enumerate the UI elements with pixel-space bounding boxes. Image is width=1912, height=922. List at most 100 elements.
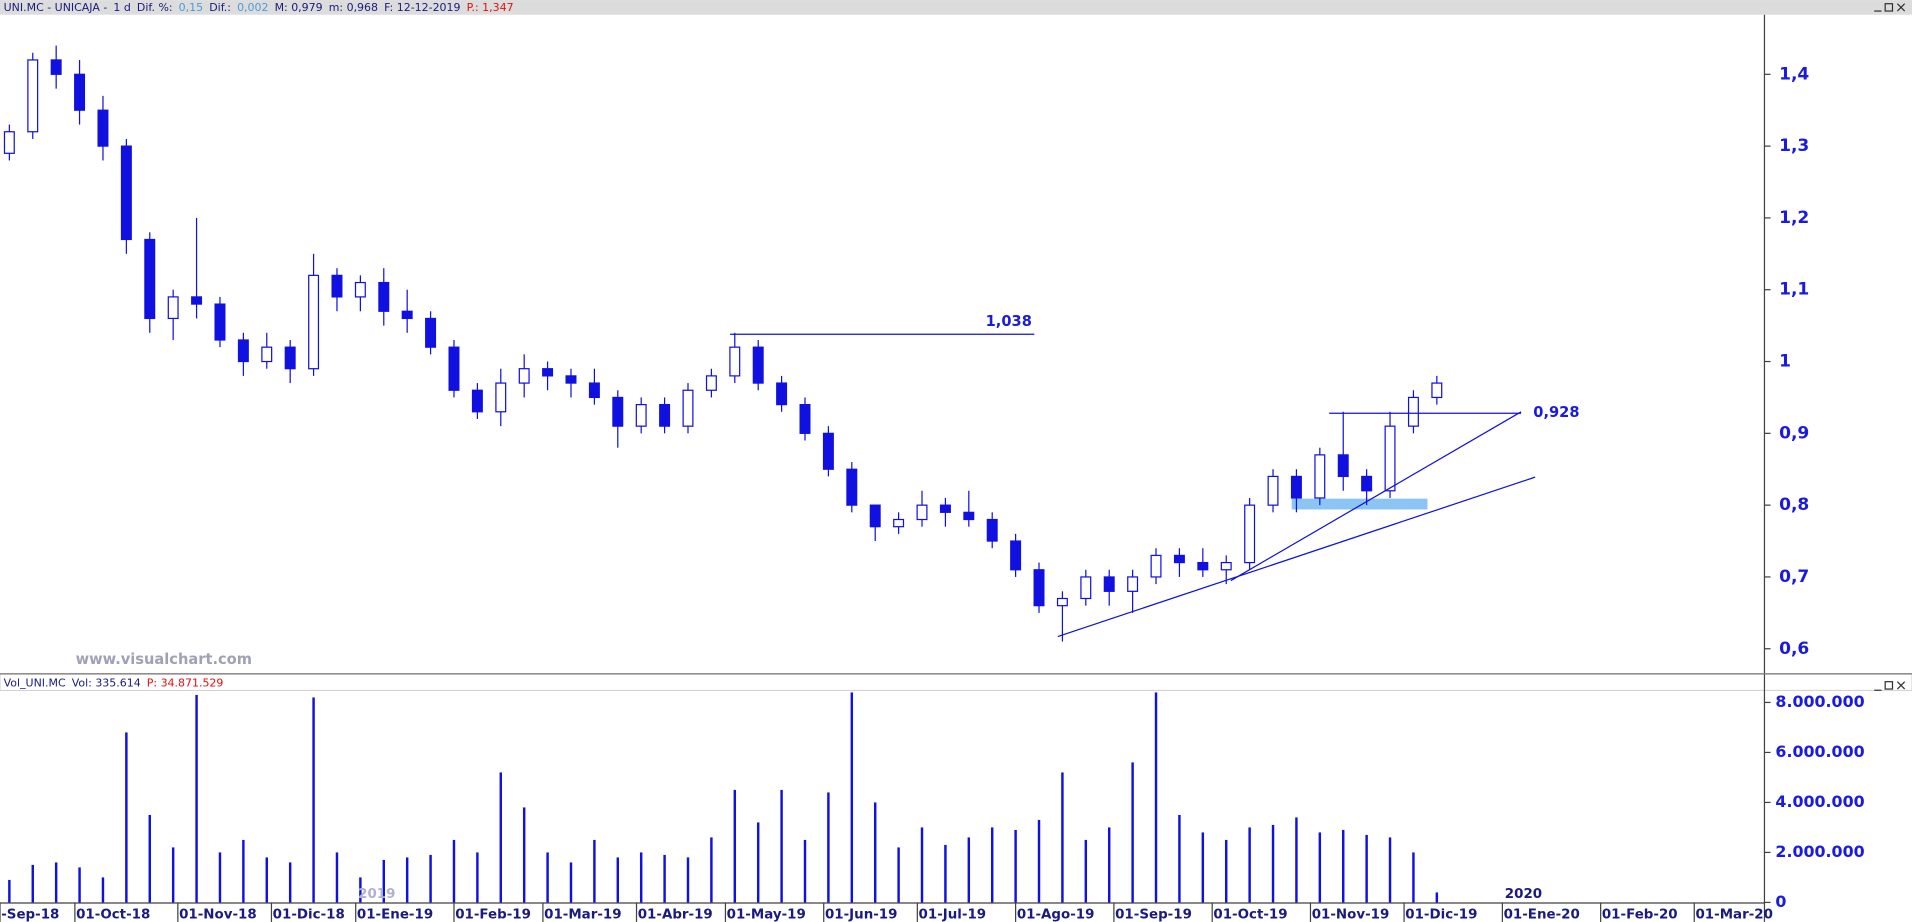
level-label: 0,928 <box>1533 404 1579 421</box>
volume-bar <box>218 852 222 903</box>
x-tick-label: 01-Dic-19 <box>1405 908 1477 922</box>
volume-bar <box>756 822 760 903</box>
x-tick-label: 01-Jul-19 <box>919 908 987 922</box>
x-tick-label: 01-Sep-19 <box>1115 908 1192 922</box>
y-tick-label: 1,1 <box>1779 280 1809 300</box>
volume-bar <box>1061 772 1064 903</box>
volume-bar <box>78 867 81 903</box>
volume-bar <box>1037 819 1041 903</box>
volume-bar <box>265 857 268 903</box>
volume-bar <box>990 827 994 903</box>
volume-bar <box>593 839 596 903</box>
volume-bar <box>429 854 432 903</box>
header-item: F: 12-12-2019 <box>384 1 460 14</box>
x-tick-label: 01-Feb-20 <box>1602 908 1678 922</box>
candle-body <box>74 73 86 111</box>
volume-bar <box>733 789 737 903</box>
volume-bar <box>1295 817 1298 903</box>
price-header-bar <box>0 0 1912 15</box>
header-item: M: 0,979 <box>275 1 323 14</box>
candle-body <box>869 504 881 528</box>
volume-bar <box>803 839 807 903</box>
candle-body <box>1197 561 1209 571</box>
volume-bar <box>1388 837 1392 903</box>
candle-body <box>284 346 296 370</box>
volume-bar <box>850 692 854 903</box>
header-item: 1 d <box>113 1 130 14</box>
volume-bar <box>452 839 456 903</box>
x-tick-label: 01-May-19 <box>727 908 806 922</box>
volume-bar <box>1131 762 1134 903</box>
volume-bar <box>101 877 105 903</box>
volume-bar <box>242 839 245 903</box>
candle-body <box>1361 475 1373 492</box>
candle-body <box>939 504 951 513</box>
x-tick-label: 01-Mar-19 <box>544 908 621 922</box>
volume-bar <box>54 862 58 903</box>
candle-body <box>682 389 694 427</box>
volume-bar <box>1225 839 1228 903</box>
header-item: 0,002 <box>237 1 268 14</box>
volume-bar <box>499 772 503 903</box>
candle-body <box>471 389 483 413</box>
y-tick-label: 0,8 <box>1779 495 1809 515</box>
x-tick-label: 01-Nov-19 <box>1312 908 1390 922</box>
candle-body <box>846 468 858 506</box>
volume-bar <box>827 792 830 903</box>
y-tick-label: 1,3 <box>1779 136 1809 156</box>
candle-body <box>1150 554 1162 578</box>
candle-body <box>916 504 928 521</box>
x-tick-label: 01-Ene-19 <box>357 908 433 922</box>
volume-bar <box>171 847 175 903</box>
volume-bar <box>1248 827 1251 903</box>
header-item: m: 0,968 <box>329 1 378 14</box>
y-tick-label: 0,9 <box>1779 423 1809 443</box>
volume-bar <box>312 697 315 903</box>
y-tick-label: 4.000.000 <box>1775 792 1864 811</box>
header-item: Dif. %: <box>137 1 173 14</box>
candle-body <box>1173 554 1185 564</box>
volume-bar <box>1318 832 1322 903</box>
candle-body <box>401 310 413 320</box>
candle-body <box>518 368 530 384</box>
volume-bar <box>1412 852 1415 903</box>
maximize-icon[interactable] <box>1884 681 1894 690</box>
volume-bar <box>710 837 713 903</box>
volume-bar <box>569 862 573 903</box>
candle-body <box>893 518 905 528</box>
volume-bar <box>873 802 877 903</box>
candle-body <box>752 346 764 384</box>
candle-body <box>822 432 834 470</box>
candle-body <box>1267 475 1279 506</box>
header-item: UNI.MC - UNICAJA - <box>4 1 108 14</box>
header-item: Vol_UNI.MC <box>4 677 66 690</box>
candle-body <box>1103 576 1115 592</box>
volume-bar <box>1201 832 1205 903</box>
y-tick-label: 6.000.000 <box>1775 742 1864 761</box>
close-icon[interactable] <box>1896 3 1906 12</box>
volume-bar <box>1154 692 1158 903</box>
candle-body <box>1384 425 1396 492</box>
candle-body <box>565 375 577 384</box>
support-zone <box>1291 498 1428 510</box>
candle-body <box>799 404 811 434</box>
candle-body <box>542 368 554 377</box>
volume-bar <box>686 857 690 903</box>
volume-bar <box>897 847 900 903</box>
x-tick-label: 01-Mar-20 <box>1695 908 1772 922</box>
y-tick-label: 2.000.000 <box>1775 842 1864 861</box>
candle-body <box>1431 382 1443 399</box>
close-icon[interactable] <box>1896 681 1906 690</box>
candle-body <box>1127 576 1139 592</box>
x-tick-label: 01-Ene-20 <box>1504 908 1580 922</box>
candle-body <box>495 382 507 413</box>
y-tick-label: 0,6 <box>1779 639 1809 659</box>
pane-header: Vol_UNI.MC Vol: 335.614 P: 34.871.529 <box>4 677 224 690</box>
y-tick-label: 1 <box>1779 352 1791 372</box>
volume-bar <box>382 859 385 903</box>
maximize-icon[interactable] <box>1884 3 1894 12</box>
candle-body <box>1290 475 1302 499</box>
volume-bar <box>1014 829 1017 903</box>
